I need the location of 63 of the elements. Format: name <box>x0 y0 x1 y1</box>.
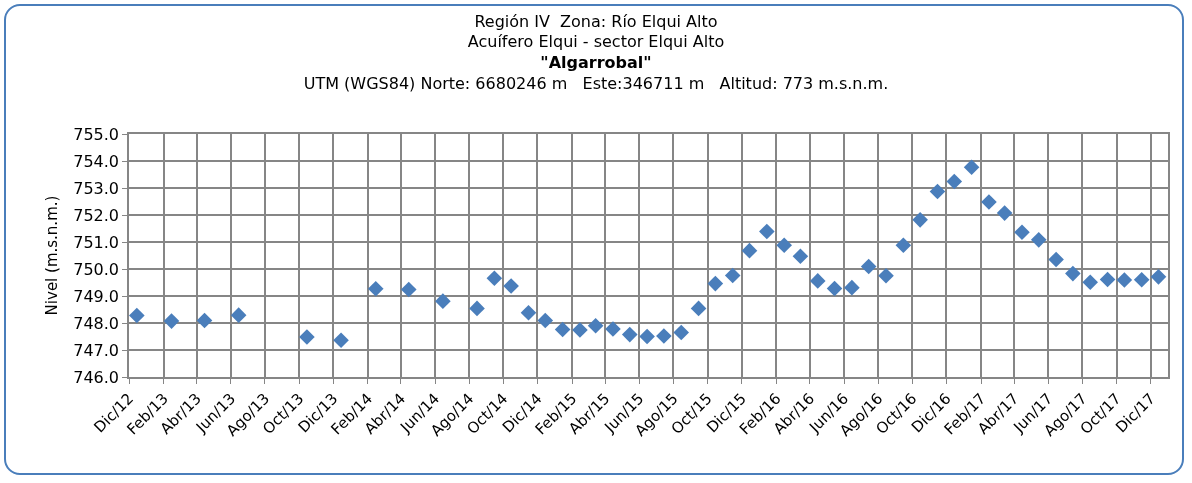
point <box>878 267 894 284</box>
point <box>809 273 826 289</box>
point <box>724 267 741 284</box>
point <box>196 312 213 329</box>
point <box>946 173 963 190</box>
point <box>486 270 503 286</box>
point <box>1014 224 1030 241</box>
point <box>1065 265 1081 282</box>
point <box>912 212 928 228</box>
point <box>230 307 247 323</box>
y-tick-label: 746.0 <box>73 367 120 387</box>
point <box>435 293 451 309</box>
point <box>163 313 180 329</box>
point <box>400 281 417 298</box>
point <box>333 332 349 349</box>
point <box>1082 274 1099 291</box>
point <box>1048 251 1064 268</box>
chart-subtitle: UTM (WGS84) Norte: 6680246 m Este:346711 m Altitud: 773 m.s.n.m. <box>303 73 889 93</box>
point <box>690 300 707 317</box>
point <box>844 279 860 296</box>
point <box>673 324 690 341</box>
point <box>759 223 775 240</box>
point <box>572 322 588 338</box>
y-tick-label: 747.0 <box>73 340 120 360</box>
y-axis-title: Nivel (m.s.n.m.) <box>42 195 61 316</box>
y-tick-label: 748.0 <box>73 313 120 333</box>
point <box>639 328 655 345</box>
y-tick-label: 755.0 <box>73 124 120 144</box>
point <box>707 275 724 292</box>
point <box>299 329 315 345</box>
point <box>996 205 1013 221</box>
point <box>1116 272 1133 288</box>
point <box>1150 269 1167 285</box>
point <box>1133 272 1150 288</box>
y-tick-label: 752.0 <box>73 205 120 225</box>
point <box>981 194 997 210</box>
point <box>537 312 554 329</box>
point <box>503 278 519 294</box>
point <box>605 321 621 337</box>
y-tick-label: 753.0 <box>73 178 120 198</box>
point <box>621 326 638 343</box>
point <box>860 258 877 275</box>
point <box>367 280 384 297</box>
point <box>776 237 792 254</box>
point <box>929 183 946 200</box>
point <box>554 321 571 338</box>
y-tick-label: 751.0 <box>73 232 120 252</box>
point <box>895 237 912 254</box>
point <box>1030 232 1047 248</box>
point <box>826 280 843 297</box>
point <box>587 317 604 334</box>
point <box>656 328 672 344</box>
point <box>469 300 485 317</box>
point <box>792 248 809 265</box>
point <box>520 304 537 321</box>
point <box>1099 271 1116 288</box>
point <box>963 159 980 176</box>
chart-title: Región IV Zona: Río Elqui Alto Acuífero Elqui - sector Elqui Alto "Algarrobal" <box>467 11 725 73</box>
point <box>741 242 758 259</box>
y-tick-label: 749.0 <box>73 286 120 306</box>
y-tick-label: 754.0 <box>73 151 120 171</box>
point <box>129 307 145 324</box>
y-tick-label: 750.0 <box>73 259 120 279</box>
